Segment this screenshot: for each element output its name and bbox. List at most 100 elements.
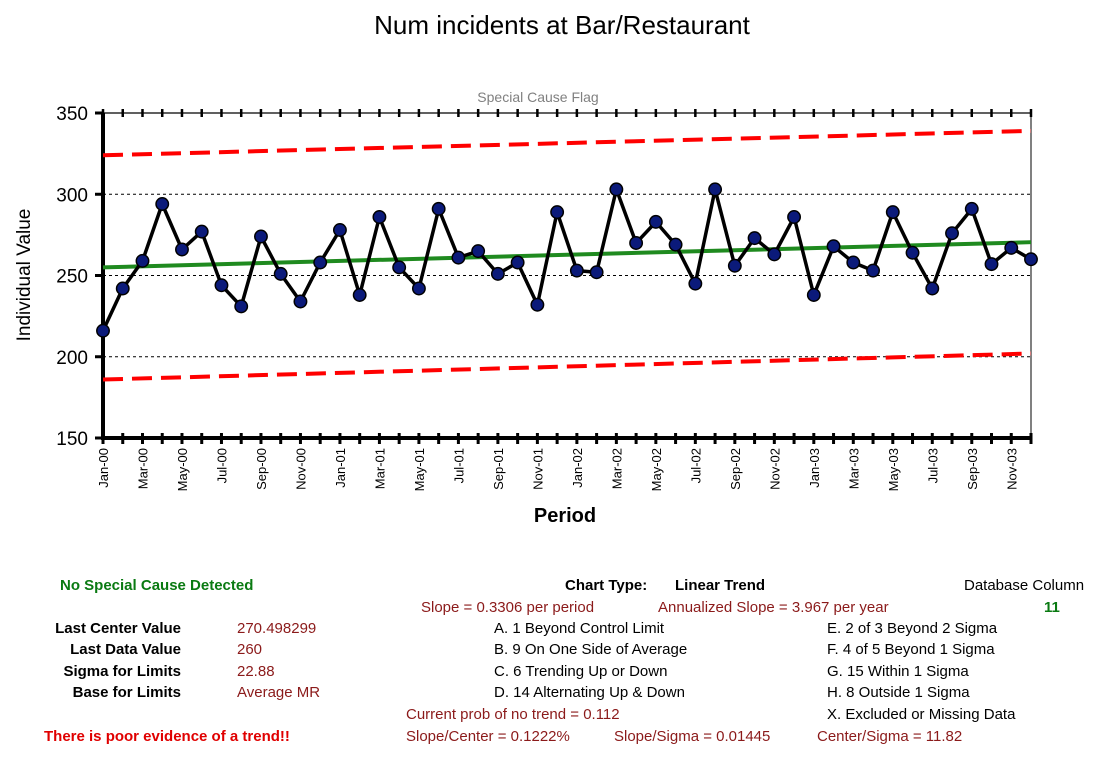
rule-f: F. 4 of 5 Beyond 1 Sigma xyxy=(827,641,995,658)
x-tick-label: Jul-03 xyxy=(925,448,940,483)
x-tick-label: Sep-02 xyxy=(728,448,743,490)
data-point xyxy=(392,260,407,275)
x-tick-label: Mar-02 xyxy=(609,448,624,489)
data-point xyxy=(352,288,367,302)
y-axis-label: Individual Value xyxy=(14,209,35,342)
slope-center-ratio: Slope/Center = 0.1222% xyxy=(406,728,570,745)
upper-control-limit xyxy=(102,128,1032,158)
rule-c: C. 6 Trending Up or Down xyxy=(494,663,668,680)
data-point xyxy=(530,297,545,312)
database-column-label: Database Column xyxy=(964,577,1085,594)
data-point xyxy=(194,224,209,239)
label-last-center-value: Last Center Value xyxy=(55,620,181,637)
x-tick-label: Jul-01 xyxy=(451,448,466,483)
x-tick-label: Jan-01 xyxy=(333,448,348,488)
control-chart: Num incidents at Bar/Restaurant Special … xyxy=(14,10,1038,527)
x-tick-label: Mar-03 xyxy=(846,448,861,489)
data-point xyxy=(1024,252,1038,267)
data-point xyxy=(234,299,249,314)
rule-x: X. Excluded or Missing Data xyxy=(827,706,1016,723)
x-tick-label: Jul-00 xyxy=(214,448,229,483)
data-point xyxy=(451,250,466,265)
data-point xyxy=(846,255,861,270)
data-point xyxy=(905,245,920,260)
data-point xyxy=(945,226,959,241)
data-point xyxy=(96,323,110,338)
data-point xyxy=(866,263,880,278)
special-cause-flag-label: Special Cause Flag xyxy=(477,89,598,105)
chart-title: Num incidents at Bar/Restaurant xyxy=(374,10,751,40)
x-axis-label: Period xyxy=(534,505,596,527)
data-point xyxy=(708,182,723,197)
data-point xyxy=(490,266,505,281)
data-point xyxy=(826,239,841,254)
y-tick-label: 300 xyxy=(56,185,88,206)
data-series-line xyxy=(101,187,1032,332)
data-point xyxy=(648,214,663,229)
rule-h: H. 8 Outside 1 Sigma xyxy=(827,684,970,701)
database-column-value: 11 xyxy=(1044,599,1060,616)
rule-a: A. 1 Beyond Control Limit xyxy=(494,620,665,637)
value-base-for-limits: Average MR xyxy=(237,684,321,701)
rule-b: B. 9 On One Side of Average xyxy=(494,641,688,658)
x-tick-label: May-03 xyxy=(886,448,901,491)
data-point xyxy=(273,266,288,281)
chart-type-label: Chart Type: xyxy=(565,577,648,594)
data-point xyxy=(115,281,130,296)
data-point xyxy=(471,244,486,259)
label-last-data-value: Last Data Value xyxy=(70,641,181,658)
label-sigma-for-limits: Sigma for Limits xyxy=(63,663,181,680)
data-point xyxy=(411,281,426,296)
data-point xyxy=(925,281,940,296)
data-point xyxy=(885,205,900,220)
label-base-for-limits: Base for Limits xyxy=(72,684,181,701)
data-point xyxy=(806,288,821,302)
trend-evidence-note: There is poor evidence of a trend!! xyxy=(44,728,290,745)
x-tick-label: Nov-00 xyxy=(293,448,308,490)
data-point xyxy=(727,258,742,273)
x-tick-label: Nov-01 xyxy=(530,448,545,490)
y-tick-label: 200 xyxy=(56,348,88,369)
lower-control-limit xyxy=(102,351,1032,382)
data-point xyxy=(293,294,308,309)
data-point xyxy=(332,223,347,237)
data-point xyxy=(313,255,328,270)
value-last-center-value: 270.498299 xyxy=(237,620,317,637)
data-point xyxy=(155,197,170,211)
data-point xyxy=(668,237,683,252)
data-point xyxy=(1004,240,1019,255)
data-point xyxy=(550,205,565,220)
chart-type-value: Linear Trend xyxy=(675,577,766,594)
y-tick-label: 350 xyxy=(56,104,88,125)
y-tick-label: 250 xyxy=(56,267,88,288)
x-tick-label: May-02 xyxy=(649,448,664,491)
data-point xyxy=(747,231,762,246)
data-point xyxy=(214,278,229,293)
plot-area: 150 200 250 300 350 Jan-00 Mar-00 May-00 Jul-00 S… xyxy=(56,104,1038,491)
x-tick-label: Jan-00 xyxy=(96,448,111,488)
value-sigma-for-limits: 22.88 xyxy=(237,663,275,680)
value-last-data-value: 260 xyxy=(237,641,263,658)
data-point xyxy=(431,201,446,216)
annualized-slope-text: Annualized Slope = 3.967 per year xyxy=(658,599,889,616)
x-tick-label: Jan-03 xyxy=(807,448,822,488)
x-tick-label: Sep-00 xyxy=(254,448,269,490)
x-tick-label: Nov-02 xyxy=(767,448,782,490)
rule-e: E. 2 of 3 Beyond 2 Sigma xyxy=(827,620,998,637)
data-point xyxy=(510,255,525,270)
x-tick-label: Nov-03 xyxy=(1004,448,1019,490)
x-tick-label: Mar-01 xyxy=(372,448,387,489)
y-tick-label: 150 xyxy=(56,429,88,450)
status-no-special-cause: No Special Cause Detected xyxy=(60,577,254,594)
data-point xyxy=(984,257,999,272)
slope-sigma-ratio: Slope/Sigma = 0.01445 xyxy=(614,728,771,745)
data-point xyxy=(964,201,979,216)
rule-d: D. 14 Alternating Up & Down xyxy=(494,684,685,701)
x-tick-label: Jan-02 xyxy=(570,448,585,488)
data-point xyxy=(609,182,624,197)
slope-text: Slope = 0.3306 per period xyxy=(421,599,595,616)
data-point xyxy=(688,276,703,291)
x-tick-label: Jul-02 xyxy=(688,448,703,483)
data-point xyxy=(372,210,387,224)
data-point xyxy=(175,242,189,257)
